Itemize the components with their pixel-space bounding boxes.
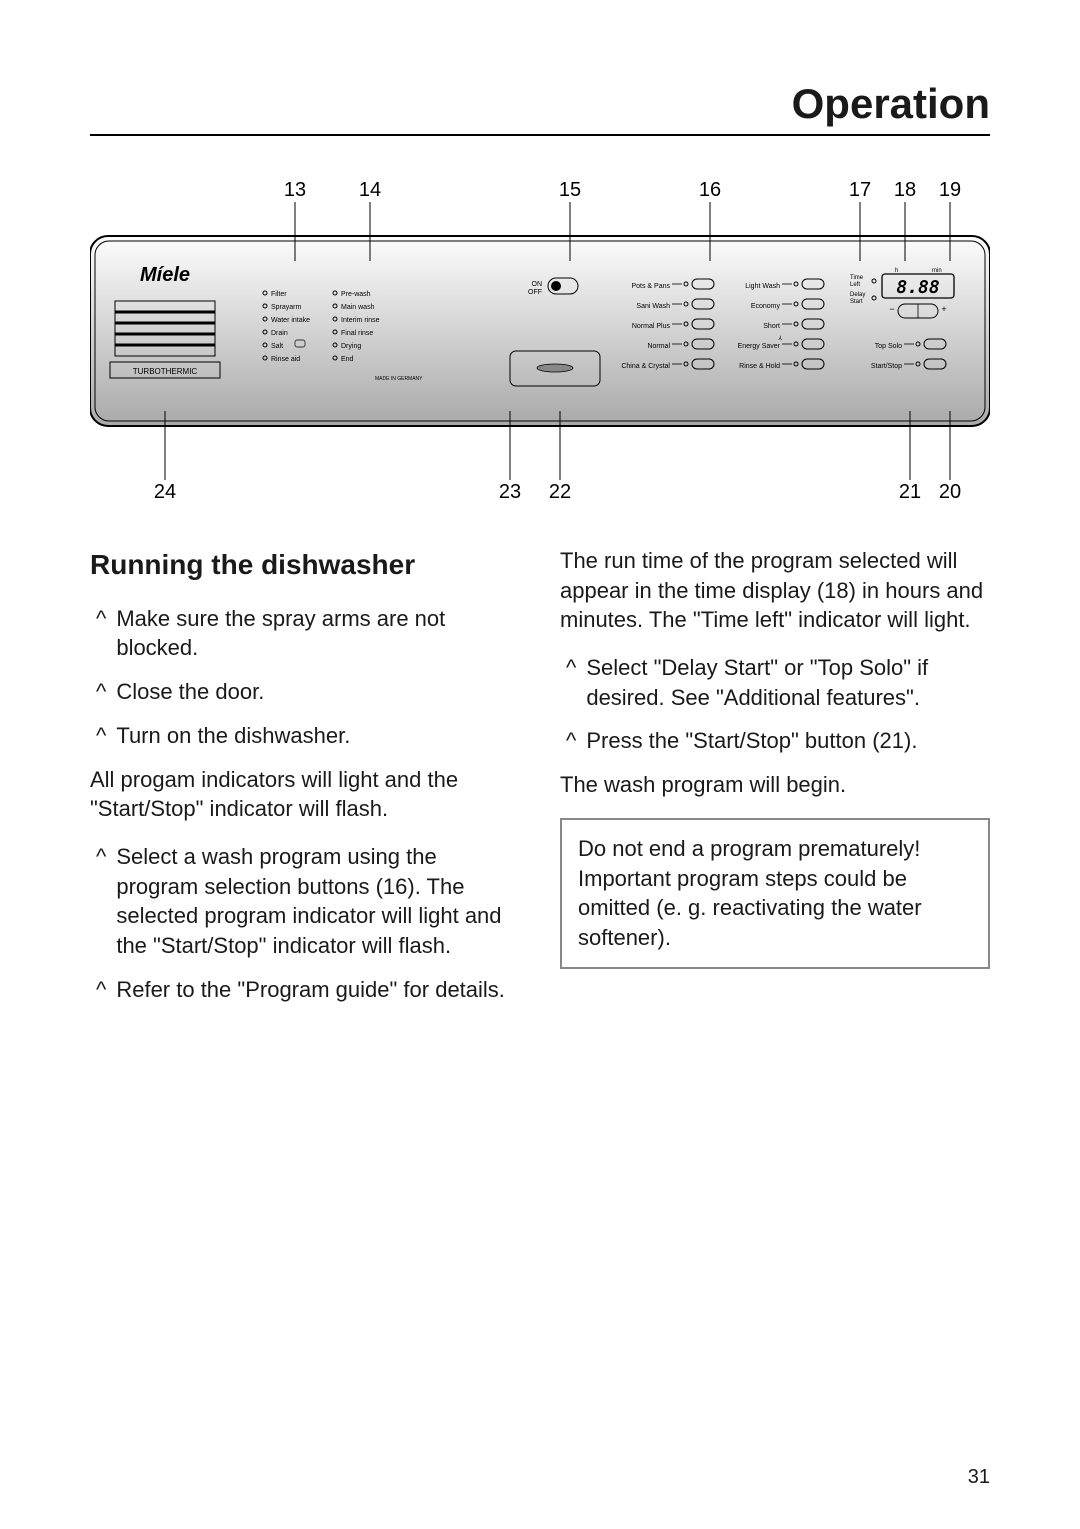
svg-text:−: −	[889, 304, 894, 314]
svg-text:End: End	[341, 356, 354, 363]
step-item: ^Select "Delay Start" or "Top Solo" if d…	[560, 653, 990, 712]
svg-text:Normal: Normal	[647, 343, 670, 350]
step-item: ^ Refer to the "Program guide" for detail…	[90, 975, 520, 1005]
step-text: Close the door.	[116, 677, 264, 707]
svg-text:Time: Time	[850, 275, 864, 281]
left-column: Running the dishwasher ^Make sure the sp…	[90, 546, 520, 1018]
step-item: ^ Turn on the dishwasher.	[90, 721, 520, 751]
svg-text:Pots & Pans: Pots & Pans	[631, 283, 670, 290]
section-heading: Running the dishwasher	[90, 546, 520, 584]
svg-text:Sprayarm: Sprayarm	[271, 304, 302, 311]
caret-icon: ^	[96, 721, 106, 751]
svg-text:Sani Wash: Sani Wash	[636, 303, 670, 310]
svg-text:15: 15	[559, 179, 581, 201]
svg-text:Míele: Míele	[140, 264, 190, 286]
header: Operation	[90, 80, 990, 136]
svg-text:24: 24	[154, 481, 176, 503]
page-title: Operation	[90, 80, 990, 128]
caret-icon: ^	[566, 653, 576, 712]
paragraph: The wash program will begin.	[560, 770, 990, 800]
svg-text:Economy: Economy	[751, 303, 781, 310]
caret-icon: ^	[96, 677, 106, 707]
svg-text:+: +	[941, 304, 946, 314]
svg-text:Normal Plus: Normal Plus	[632, 323, 671, 330]
step-text: Turn on the dishwasher.	[116, 721, 350, 751]
svg-text:OFF: OFF	[528, 289, 542, 296]
page-number: 31	[968, 1466, 990, 1489]
svg-text:Light Wash: Light Wash	[745, 283, 780, 290]
svg-text:Drain: Drain	[271, 330, 288, 337]
right-column: The run time of the program selected wil…	[560, 546, 990, 1018]
step-item: ^ Close the door.	[90, 677, 520, 707]
svg-text:Energy Saver: Energy Saver	[738, 343, 781, 350]
svg-text:Rinse & Hold: Rinse & Hold	[739, 363, 780, 370]
caret-icon: ^	[96, 604, 106, 663]
svg-text:Salt: Salt	[271, 343, 283, 350]
paragraph: All progam indicators will light and the…	[90, 765, 520, 824]
svg-text:14: 14	[359, 179, 381, 201]
body-content: Running the dishwasher ^Make sure the sp…	[90, 546, 990, 1018]
svg-text:19: 19	[939, 179, 961, 201]
svg-text:min: min	[932, 268, 942, 274]
svg-text:ON: ON	[532, 281, 543, 288]
svg-text:Pre-wash: Pre-wash	[341, 291, 371, 298]
svg-text:16: 16	[699, 179, 721, 201]
step-item: ^Make sure the spray arms are not blocke…	[90, 604, 520, 663]
svg-text:Drying: Drying	[341, 343, 361, 350]
svg-text:22: 22	[549, 481, 571, 503]
svg-text:18: 18	[894, 179, 916, 201]
svg-text:Water intake: Water intake	[271, 317, 310, 324]
caret-icon: ^	[96, 842, 106, 961]
svg-text:Interim rinse: Interim rinse	[341, 317, 380, 324]
svg-text:21: 21	[899, 481, 921, 503]
svg-text:13: 13	[284, 179, 306, 201]
step-text: Select "Delay Start" or "Top Solo" if de…	[586, 653, 990, 712]
svg-text:Final rinse: Final rinse	[341, 330, 373, 337]
svg-text:Delay: Delay	[850, 292, 865, 298]
svg-text:TURBOTHERMIC: TURBOTHERMIC	[133, 367, 198, 376]
step-text: Refer to the "Program guide" for details…	[116, 975, 505, 1005]
step-item: ^ Press the "Start/Stop" button (21).	[560, 726, 990, 756]
step-text: Make sure the spray arms are not blocked…	[116, 604, 520, 663]
step-text: Press the "Start/Stop" button (21).	[586, 726, 917, 756]
svg-text:23: 23	[499, 481, 521, 503]
svg-text:Start: Start	[850, 299, 863, 305]
svg-text:20: 20	[939, 481, 961, 503]
svg-text:h: h	[895, 268, 898, 274]
control-panel-diagram: 13 14 15 16 17 18 19 24 23 22 21 20 Míele TURBOTHERMI…	[90, 176, 990, 506]
svg-text:Rinse aid: Rinse aid	[271, 356, 300, 363]
svg-text:17: 17	[849, 179, 871, 201]
svg-text:Short: Short	[763, 323, 780, 330]
svg-text:⅄: ⅄	[777, 335, 782, 342]
paragraph: The run time of the program selected wil…	[560, 546, 990, 635]
caret-icon: ^	[566, 726, 576, 756]
step-item: ^Select a wash program using the program…	[90, 842, 520, 961]
caret-icon: ^	[96, 975, 106, 1005]
step-text: Select a wash program using the program …	[116, 842, 520, 961]
svg-text:Left: Left	[850, 282, 860, 288]
warning-callout: Do not end a program prematurely! Import…	[560, 818, 990, 969]
svg-text:China & Crystal: China & Crystal	[621, 363, 670, 370]
svg-text:Start/Stop: Start/Stop	[871, 363, 902, 370]
svg-text:Filter: Filter	[271, 291, 287, 298]
svg-text:8.88: 8.88	[896, 277, 939, 298]
svg-text:MADE IN GERMANY: MADE IN GERMANY	[375, 376, 423, 382]
svg-text:Main wash: Main wash	[341, 304, 375, 311]
svg-text:Top Solo: Top Solo	[875, 343, 902, 350]
